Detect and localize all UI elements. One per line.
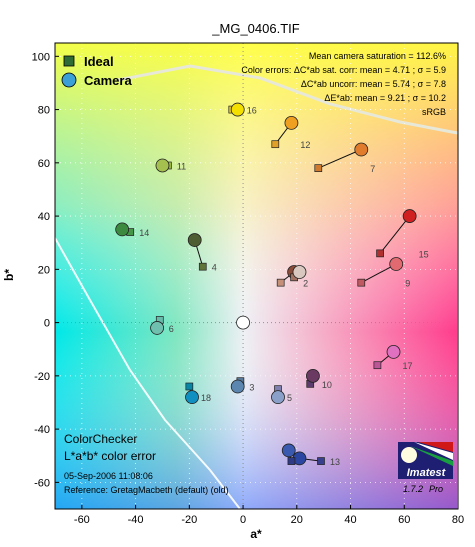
patch-ideal-marker [198,262,207,271]
legend-camera-marker [61,72,77,88]
patch-camera-marker [271,390,285,405]
patch-id-label: 9 [405,279,410,289]
chart-title: _MG_0406.TIF [211,21,299,36]
logo-green-stripe [410,446,453,466]
logo-text: Imatest [407,467,447,479]
date-text: 05-Sep-2006 11:08:06 [64,471,153,481]
patch-camera-marker [230,379,245,394]
logo-red-stripe [418,442,453,452]
patch-id-label: 15 [419,249,429,259]
patch-id-label: 6 [169,324,174,334]
x-tick-label: 80 [452,514,464,526]
gamut-boundary-left [55,237,241,509]
patch-camera-marker [306,368,320,383]
x-tick-label: -60 [74,514,90,526]
stats-block: Mean camera saturation = 112.6% Color er… [241,51,446,117]
y-tick-label: 80 [38,105,50,117]
y-tick-label: 60 [38,158,50,170]
patch-id-label: 11 [177,161,186,171]
stats-delta-e: ΔE*ab: mean = 9.21 ; σ = 10.2 [324,93,446,103]
y-tick-label: -20 [34,371,50,383]
patch-camera-marker [386,344,401,359]
legend-camera-label: Camera [84,73,132,88]
patch-camera-marker [187,233,202,247]
stats-saturation: Mean camera saturation = 112.6% [309,51,446,61]
chart-info-block: ColorChecker L*a*b* color error 05-Sep-2… [64,432,229,495]
patch-id-label: 7 [370,164,375,174]
version-number: 1.7.2 [403,484,423,494]
version-suffix: Pro [429,484,443,494]
logo-white-stripe [414,442,453,460]
patch-markers: 2 4 5 6 7 9 10 11 12 13 14 15 16 17 18 3 [115,102,429,467]
patch-ideal-marker [276,278,285,287]
x-axis-label: a* [250,527,262,541]
y-tick-label: -60 [34,477,50,489]
y-axis-label: b* [2,269,16,281]
patch-camera-marker [115,222,130,237]
checker-title: ColorChecker [64,432,137,446]
checker-subtitle: L*a*b* color error [64,449,156,463]
patch-id-label: 12 [300,140,310,150]
stats-colorspace: sRGB [422,107,446,117]
legend-ideal-marker [63,55,75,67]
y-tick-label: 40 [38,211,50,223]
y-tick-label: -40 [34,424,50,436]
x-tick-label: 0 [240,514,246,526]
patch-ideal-marker [376,249,384,258]
patch-ideal-marker [317,457,325,465]
x-tick-label: 20 [291,514,303,526]
y-tick-label: 20 [38,264,50,276]
patch-camera-marker [230,102,245,117]
patch-id-label: 10 [322,380,332,390]
patch-ideal-marker [185,382,194,391]
x-tick-label: -40 [128,514,144,526]
patch-camera-marker [281,443,296,458]
gamut-boundary-top [117,64,458,135]
patch-camera-marker [185,390,199,405]
patch-id-label: 17 [403,361,413,371]
patch-id-label: 14 [139,228,149,238]
patch-ideal-marker [314,164,323,173]
patch-camera-marker [236,315,250,330]
patch-id-label: 16 [247,106,257,116]
legend: Ideal Camera [61,54,132,88]
patch-ideal-marker [287,457,296,465]
patch-ideal-marker [357,278,366,287]
patch-id-label: 13 [330,457,340,467]
stats-sat-corr: Color errors: ΔC*ab sat. corr: mean = 4.… [241,65,446,75]
patch-camera-marker [389,257,404,271]
y-tick-label: 0 [44,318,50,330]
y-tick-label: 100 [32,51,50,63]
x-tick-label: 40 [344,514,356,526]
patch-camera-marker [284,115,299,130]
patch-id-label: 2 [303,279,308,289]
imatest-logo: Imatest 1.7.2 Pro [398,442,453,494]
patch-id-label: 18 [201,393,211,403]
stats-uncorr: ΔC*ab uncorr: mean = 5.74 ; σ = 7.8 [301,79,446,89]
patch-id-label: 4 [212,263,217,273]
patch-id-label: 3 [249,383,254,393]
patch-camera-marker [354,142,369,157]
patch-camera-marker [292,265,307,279]
patch-error-line [318,149,362,169]
patch-error-line [379,215,411,254]
plot-frame [54,42,459,510]
x-tick-label: -20 [181,514,197,526]
reference-text: Reference: GretagMacbeth (default) (old) [64,485,229,495]
legend-ideal-label: Ideal [84,54,114,69]
patch-camera-marker [150,321,164,335]
x-tick-label: 60 [398,514,410,526]
logo-sun-icon [401,447,417,463]
gridlines [55,43,458,509]
patch-ideal-marker [271,140,280,149]
patch-ideal-marker [373,361,382,370]
patch-id-label: 5 [287,393,292,403]
patch-camera-marker [402,209,417,223]
axis-ticks: -60 -40 -20 0 20 40 60 80 -60 -40 -20 0 20 40 60 80 100 [32,51,464,526]
patch-camera-marker [155,158,170,173]
